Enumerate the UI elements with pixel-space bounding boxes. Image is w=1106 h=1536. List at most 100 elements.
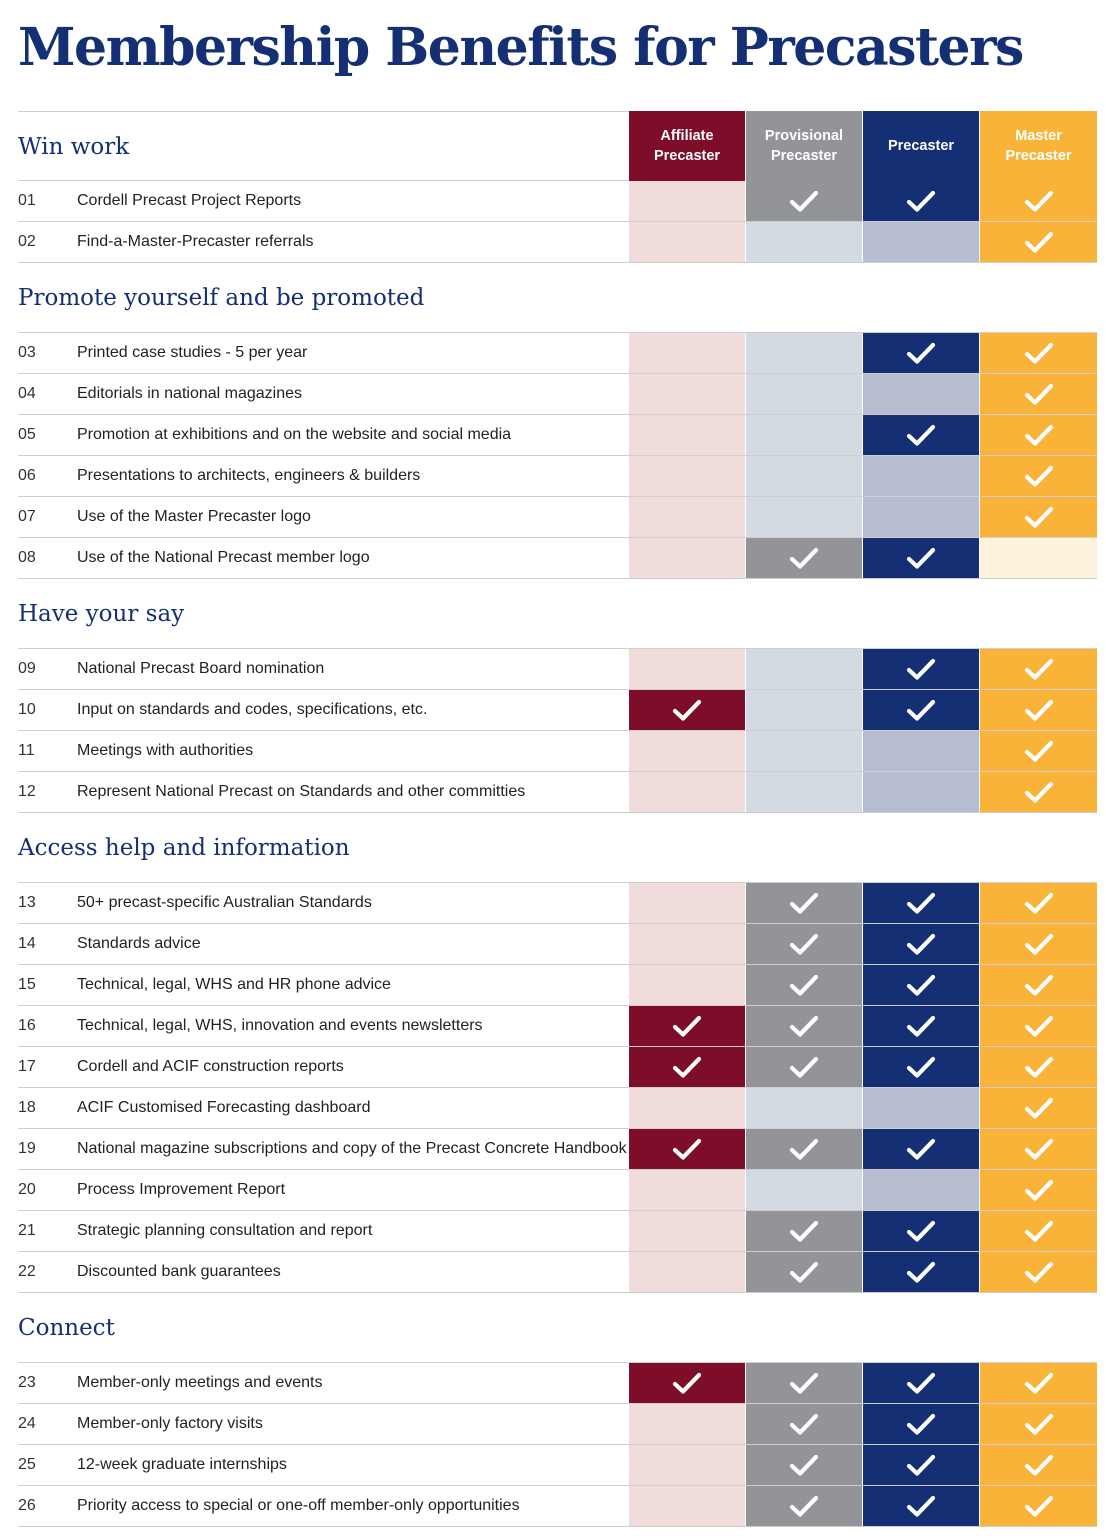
tier-cell-included <box>629 690 746 730</box>
benefit-label: 12-week graduate internships <box>77 1456 287 1473</box>
tier-cell-included <box>980 731 1097 771</box>
tier-cell-included <box>863 1252 980 1292</box>
table-row: 15 Technical, legal, WHS and HR phone adv… <box>18 965 1097 1006</box>
row-number: 04 <box>18 385 36 402</box>
benefit-label: Printed case studies - 5 per year <box>77 344 308 361</box>
table-row: 05 Promotion at exhibitions and on the we… <box>18 415 1097 456</box>
tier-cells <box>629 690 1097 730</box>
tier-cell-empty <box>629 222 746 262</box>
tier-cell-included <box>980 690 1097 730</box>
tier-cell-included <box>863 924 980 964</box>
table-row: 13 50+ precast-specific Australian Standa… <box>18 883 1097 924</box>
row-number: 22 <box>18 1263 36 1280</box>
tier-cells <box>629 181 1097 221</box>
tier-cells <box>629 374 1097 414</box>
benefit-label: ACIF Customised Forecasting dashboard <box>77 1099 371 1116</box>
tier-cell-included <box>980 374 1097 414</box>
row-number: 20 <box>18 1181 36 1198</box>
tier-cell-empty <box>629 883 746 923</box>
tier-cell-empty <box>746 456 863 496</box>
tier-cell-empty <box>629 374 746 414</box>
row-number: 13 <box>18 894 36 911</box>
tier-cells <box>629 415 1097 455</box>
benefit-label: Technical, legal, WHS, innovation and ev… <box>77 1017 483 1034</box>
tier-cell-included <box>980 1129 1097 1169</box>
tier-cell-included <box>980 333 1097 373</box>
row-number: 10 <box>18 701 36 718</box>
tier-cell-empty <box>746 690 863 730</box>
tier-cell-empty <box>629 924 746 964</box>
tier-cell-included <box>980 497 1097 537</box>
tier-cells <box>629 649 1097 689</box>
checkmark-icon <box>906 699 936 721</box>
tier-cell-included <box>863 538 980 578</box>
tier-cell-included <box>980 649 1097 689</box>
checkmark-icon <box>906 190 936 212</box>
tier-cell-included <box>629 1129 746 1169</box>
row-number: 25 <box>18 1456 36 1473</box>
table-row: 18 ACIF Customised Forecasting dashboard <box>18 1088 1097 1129</box>
checkmark-icon <box>1024 781 1053 803</box>
checkmark-icon <box>906 974 936 996</box>
tier-cell-included <box>980 924 1097 964</box>
checkmark-icon <box>1024 933 1053 955</box>
checkmark-icon <box>1024 506 1053 528</box>
column-header: Provisional Precaster <box>746 111 863 181</box>
row-number: 17 <box>18 1058 36 1075</box>
tier-cell-empty <box>629 649 746 689</box>
row-number: 12 <box>18 783 36 800</box>
table-row: 02 Find-a-Master-Precaster referrals <box>18 222 1097 263</box>
table-row: 11 Meetings with authorities <box>18 731 1097 772</box>
checkmark-icon <box>906 933 936 955</box>
tier-cell-empty <box>746 497 863 537</box>
row-number: 08 <box>18 549 36 566</box>
tier-cell-empty <box>863 1088 980 1128</box>
tier-cell-included <box>980 772 1097 812</box>
tier-cell-included <box>980 456 1097 496</box>
checkmark-icon <box>1024 740 1053 762</box>
tier-cell-included <box>863 1363 980 1403</box>
row-number: 14 <box>18 935 36 952</box>
checkmark-icon <box>1024 342 1053 364</box>
benefit-label: Promotion at exhibitions and on the webs… <box>77 426 512 443</box>
tier-cells <box>629 333 1097 373</box>
tier-cell-included <box>863 1445 980 1485</box>
row-number: 09 <box>18 660 36 677</box>
group-title: Connect <box>18 1293 1097 1363</box>
tier-cell-empty <box>629 1252 746 1292</box>
tier-cell-empty <box>746 649 863 689</box>
tier-cells <box>629 222 1097 262</box>
tier-cell-included <box>863 883 980 923</box>
checkmark-icon <box>906 1138 936 1160</box>
tier-cell-empty <box>746 374 863 414</box>
checkmark-icon <box>789 1056 819 1078</box>
tier-cells <box>629 1486 1097 1526</box>
tier-cell-empty <box>863 497 980 537</box>
tier-cells <box>629 731 1097 771</box>
benefit-label: Member-only meetings and events <box>77 1374 323 1391</box>
table-row: 01 Cordell Precast Project Reports <box>18 181 1097 222</box>
tier-cell-included <box>863 649 980 689</box>
checkmark-icon <box>906 1454 936 1476</box>
checkmark-icon <box>1024 1056 1053 1078</box>
tier-cell-empty <box>863 374 980 414</box>
tier-cell-included <box>746 1486 863 1526</box>
checkmark-icon <box>1024 699 1053 721</box>
checkmark-icon <box>789 1454 819 1476</box>
tier-cell-empty <box>746 1170 863 1210</box>
table-header-row: Win work Affiliate Precaster Provisional P… <box>18 111 1097 181</box>
table-row: 09 National Precast Board nomination <box>18 649 1097 690</box>
checkmark-icon <box>906 342 936 364</box>
tier-cell-included <box>980 181 1097 221</box>
checkmark-icon <box>1024 1261 1053 1283</box>
benefit-label: Editorials in national magazines <box>77 385 303 402</box>
tier-cell-included <box>980 222 1097 262</box>
checkmark-icon <box>1024 974 1053 996</box>
benefit-label: Input on standards and codes, specificat… <box>77 701 428 718</box>
tier-cells <box>629 883 1097 923</box>
tier-cells <box>629 965 1097 1005</box>
tier-cell-included <box>980 1211 1097 1251</box>
checkmark-icon <box>906 1056 936 1078</box>
tier-cell-empty <box>863 456 980 496</box>
table-row: 23 Member-only meetings and events <box>18 1363 1097 1404</box>
